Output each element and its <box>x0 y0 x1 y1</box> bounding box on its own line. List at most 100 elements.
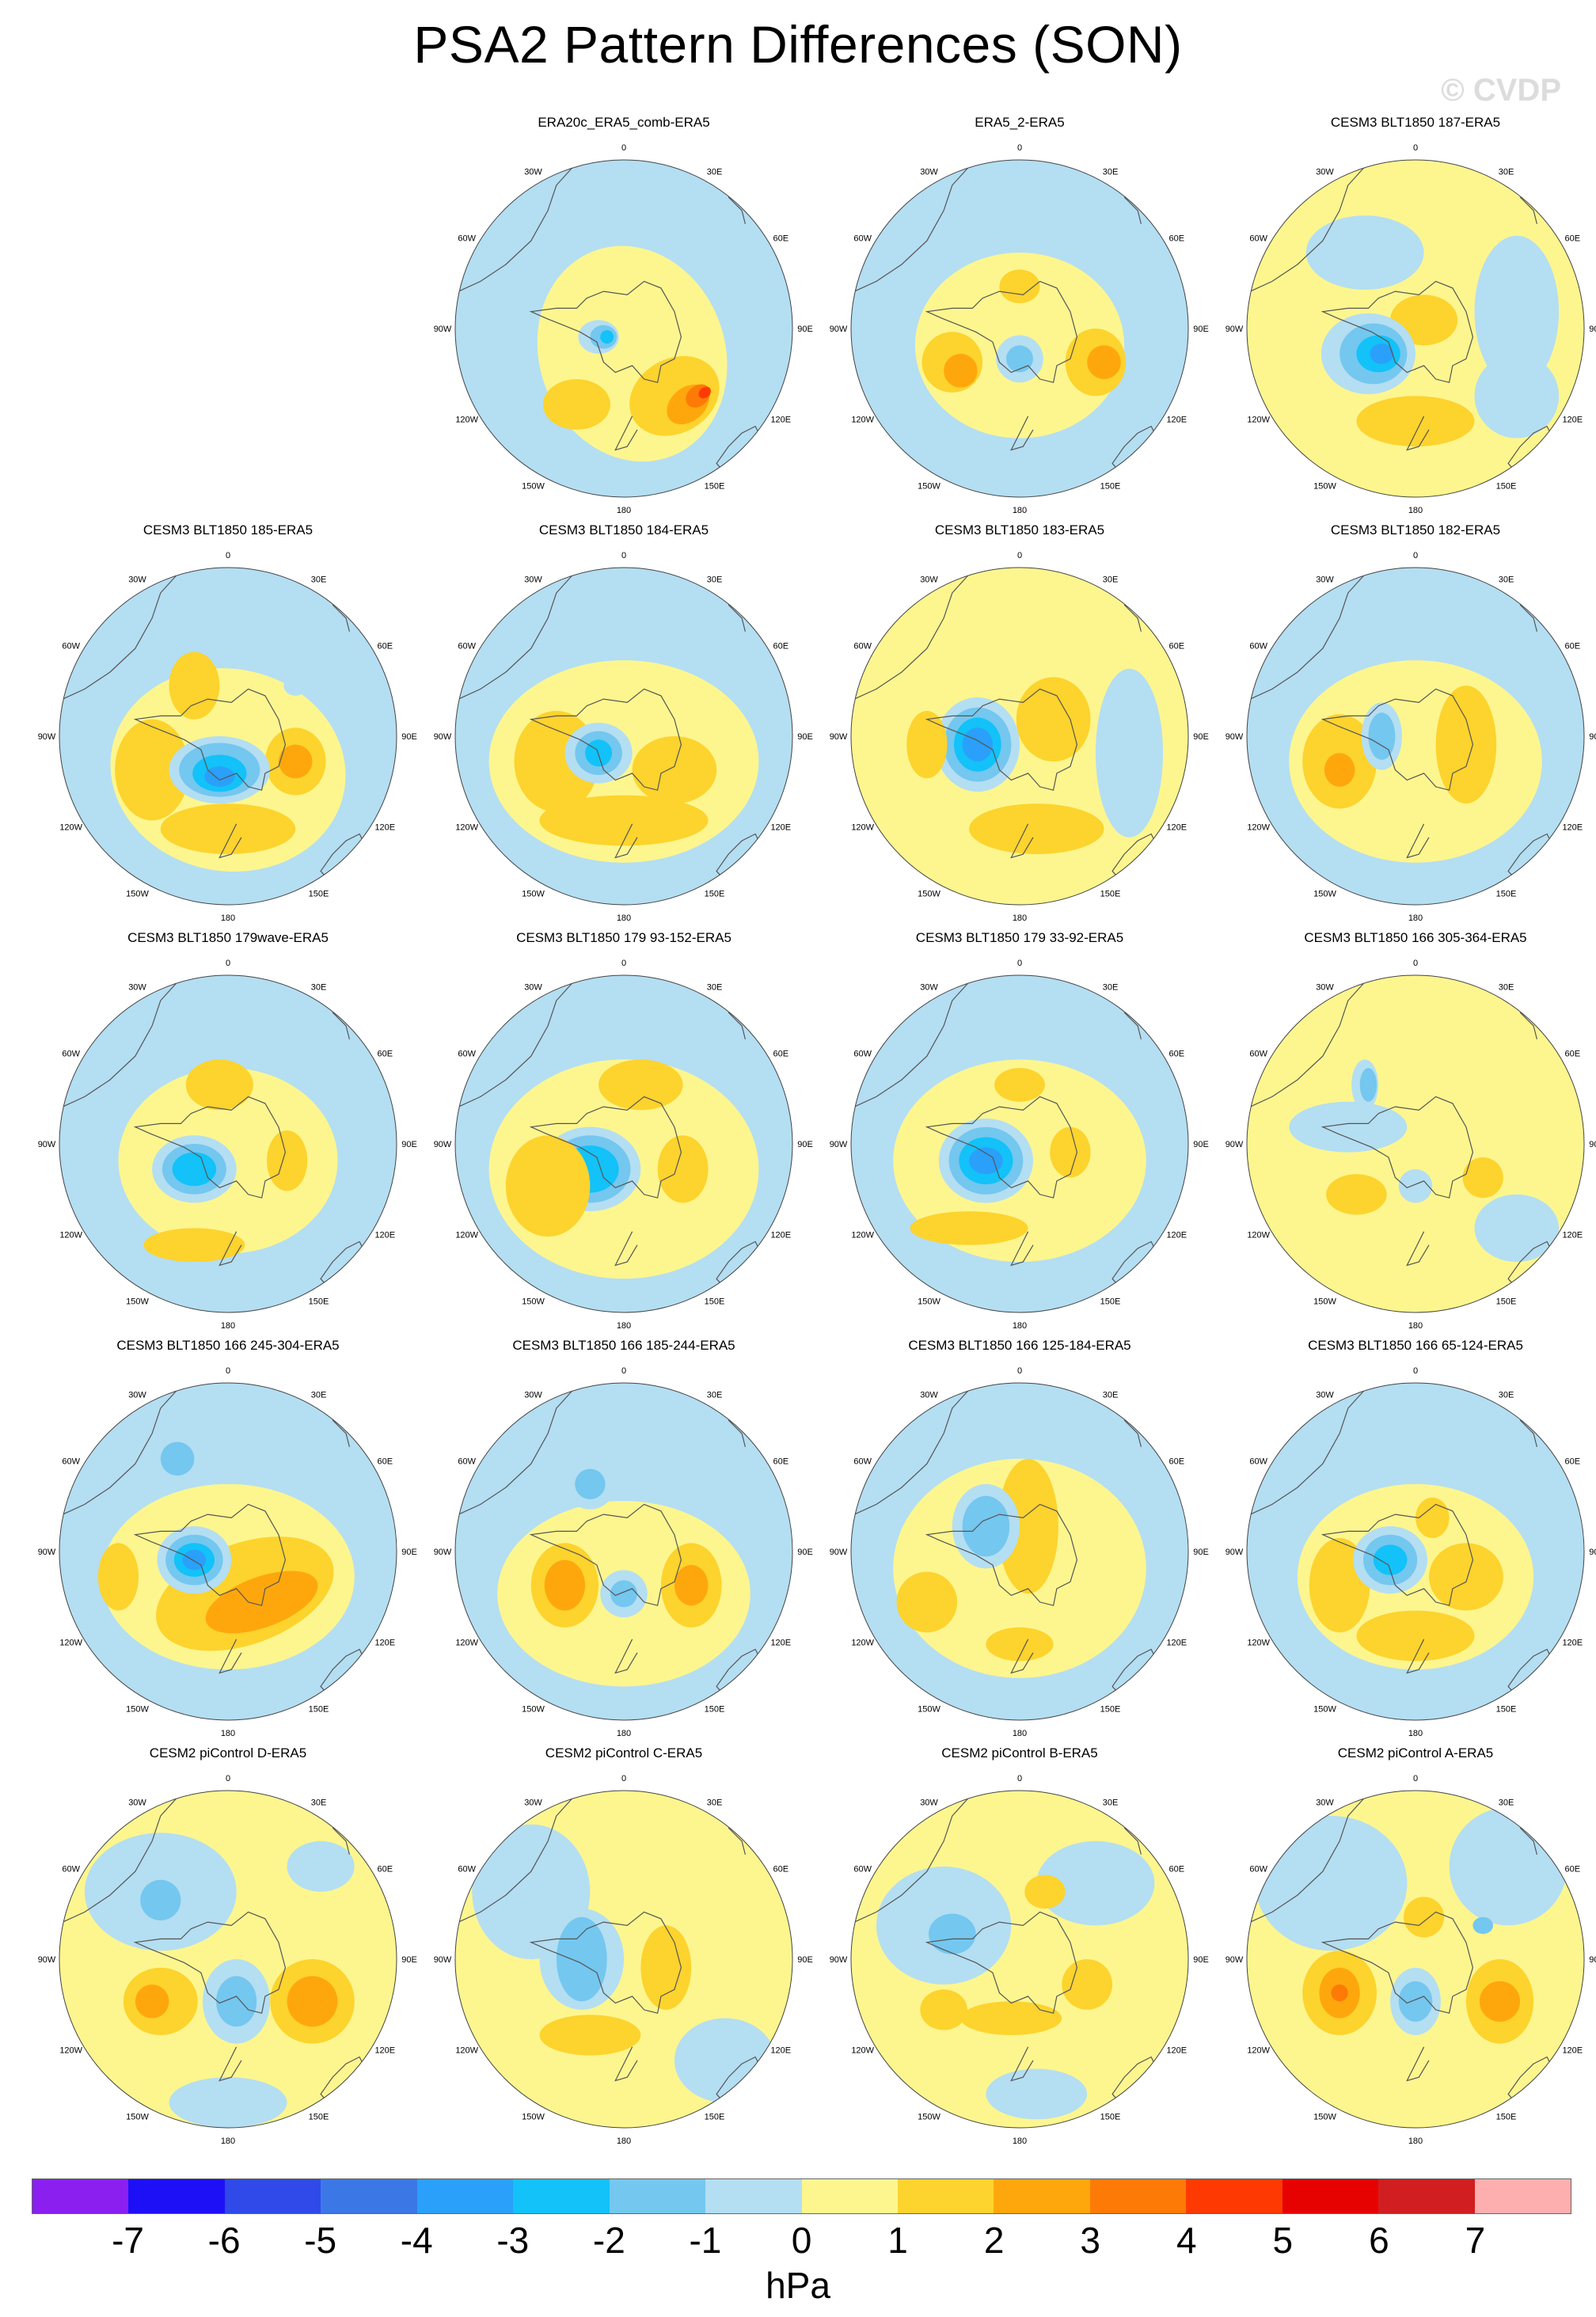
map-border <box>850 159 1189 498</box>
colorbar-unit: hPa <box>766 2265 830 2306</box>
colorbar-swatch <box>1282 2179 1379 2213</box>
colorbar-tick-label: 6 <box>1369 2220 1389 2261</box>
longitude-label: 120E <box>1166 823 1187 833</box>
contour-region <box>575 1468 606 1499</box>
longitude-label: 60W <box>458 1050 476 1059</box>
longitude-label: 60W <box>458 642 476 651</box>
polar-map: 0 30E 60E 90E 120E 150E 180 150W 120W 90W 60W 30W <box>1226 1366 1596 1738</box>
map-border <box>59 1790 397 2129</box>
longitude-label: 90E <box>1193 732 1209 742</box>
colorbar-swatch <box>1089 2179 1187 2213</box>
longitude-label: 90W <box>830 732 848 742</box>
contour-region <box>986 1627 1054 1662</box>
longitude-label: 150W <box>918 1297 940 1306</box>
map-panel: CESM3 BLT1850 179 93-152-ERA5 0 30E 60E 90E 1… <box>418 930 830 1334</box>
polar-map: 0 30E 60E 90E 120E 150E 180 150W 120W 90W 60W 30W <box>434 551 813 923</box>
panel-title: CESM3 BLT1850 182-ERA5 <box>1330 522 1501 537</box>
coastline <box>1519 196 1537 225</box>
contour-region <box>97 1543 139 1611</box>
longitude-label: 30E <box>1103 1391 1119 1400</box>
contour-region <box>283 675 308 696</box>
longitude-label: 0 <box>1413 1366 1418 1376</box>
contour-region <box>1462 1157 1503 1198</box>
contour-region <box>135 1985 169 2019</box>
map-panel: CESM3 BLT1850 185-ERA5 0 30E 60E 90E 120E 150E… <box>22 522 434 926</box>
longitude-label: 150W <box>126 1704 149 1714</box>
longitude-label: 150E <box>705 889 725 898</box>
panel-title: CESM3 BLT1850 183-ERA5 <box>934 522 1105 537</box>
longitude-label: 0 <box>1413 551 1418 560</box>
map-panel: CESM3 BLT1850 183-ERA5 0 30E 60E 90E 120E 150E… <box>814 522 1226 926</box>
panel-title: CESM2 piControl B-ERA5 <box>941 1745 1098 1761</box>
longitude-label: 30E <box>1103 983 1119 993</box>
polar-map: 0 30E 60E 90E 120E 150E 180 150W 120W 90W 60W 30W <box>1226 551 1596 923</box>
longitude-label: 90E <box>797 325 813 334</box>
contour-region <box>632 736 717 804</box>
panel-title: CESM3 BLT1850 179 33-92-ERA5 <box>915 930 1124 945</box>
longitude-label: 150W <box>918 889 940 898</box>
longitude-label: 120W <box>455 416 478 425</box>
longitude-label: 150E <box>1100 1297 1121 1306</box>
coastline <box>614 1639 638 1674</box>
colorbar-swatch <box>897 2179 994 2213</box>
contour-region <box>216 1976 257 2027</box>
colorbar-swatch <box>609 2179 706 2213</box>
longitude-label: 90W <box>434 732 452 742</box>
longitude-label: 120W <box>455 823 478 833</box>
antarctica-coastline <box>1320 1911 1474 2014</box>
coastline <box>728 1827 746 1855</box>
longitude-label: 120E <box>1166 416 1187 425</box>
polar-map: 0 30E 60E 90E 120E 150E 180 150W 120W 90W 60W 30W <box>1226 1774 1596 2146</box>
longitude-label: 60W <box>1249 1457 1267 1467</box>
contour-region <box>169 651 220 720</box>
antarctica-coastline <box>133 688 287 791</box>
contour-region <box>1305 215 1424 290</box>
longitude-label: 120E <box>1562 1231 1583 1240</box>
longitude-label: 0 <box>226 959 230 968</box>
colorbar-swatch <box>705 2179 802 2213</box>
coastline <box>332 1827 350 1855</box>
map-panel: CESM3 BLT1850 182-ERA5 0 30E 60E 90E 120E 150E… <box>1210 522 1596 926</box>
longitude-label: 180 <box>1013 1321 1027 1331</box>
coastline <box>63 1797 178 1923</box>
coastline <box>1123 1827 1142 1855</box>
longitude-label: 180 <box>617 1729 631 1738</box>
longitude-label: 120W <box>59 823 82 833</box>
panel-title: CESM3 BLT1850 184-ERA5 <box>538 522 709 537</box>
contour-region <box>1050 1126 1091 1178</box>
polar-map: 0 30E 60E 90E 120E 150E 180 150W 120W 90W 60W 30W <box>1226 959 1596 1331</box>
coastline <box>63 982 178 1107</box>
contour-region <box>278 744 313 779</box>
coastline <box>1406 1639 1430 1674</box>
coastline <box>728 1012 746 1040</box>
contour-region <box>929 1913 976 1954</box>
contour-region <box>160 803 296 854</box>
coastline <box>1123 196 1142 225</box>
contour-region <box>1359 1068 1378 1102</box>
antarctica-coastline <box>1320 1503 1474 1606</box>
longitude-label: 90W <box>38 1955 56 1965</box>
longitude-label: 60W <box>458 1457 476 1467</box>
contour-region <box>674 2018 776 2103</box>
longitude-label: 150W <box>522 2112 545 2121</box>
contour-region <box>640 1925 692 2010</box>
antarctica-coastline <box>529 280 682 383</box>
longitude-label: 120W <box>1247 2046 1270 2056</box>
coastline <box>1519 1827 1537 1855</box>
coastline <box>332 604 350 632</box>
panel-title: CESM3 BLT1850 166 245-304-ERA5 <box>116 1338 340 1353</box>
colorbar-tick-label: 3 <box>1080 2220 1100 2261</box>
contour-region <box>267 1130 308 1191</box>
colorbar-swatch <box>513 2179 610 2213</box>
coastline <box>1406 416 1430 451</box>
longitude-label: 30E <box>311 1391 327 1400</box>
contour-region <box>598 1059 683 1111</box>
longitude-label: 120W <box>59 1639 82 1648</box>
colorbar-swatch <box>32 2179 129 2213</box>
longitude-label: 150E <box>309 2112 329 2121</box>
polar-map: 0 30E 60E 90E 120E 150E 180 150W 120W 90W 60W 30W <box>434 143 813 515</box>
longitude-label: 60E <box>1169 1457 1185 1467</box>
contour-region <box>1324 753 1355 787</box>
longitude-label: 180 <box>221 1321 235 1331</box>
contour-region <box>539 2015 641 2056</box>
